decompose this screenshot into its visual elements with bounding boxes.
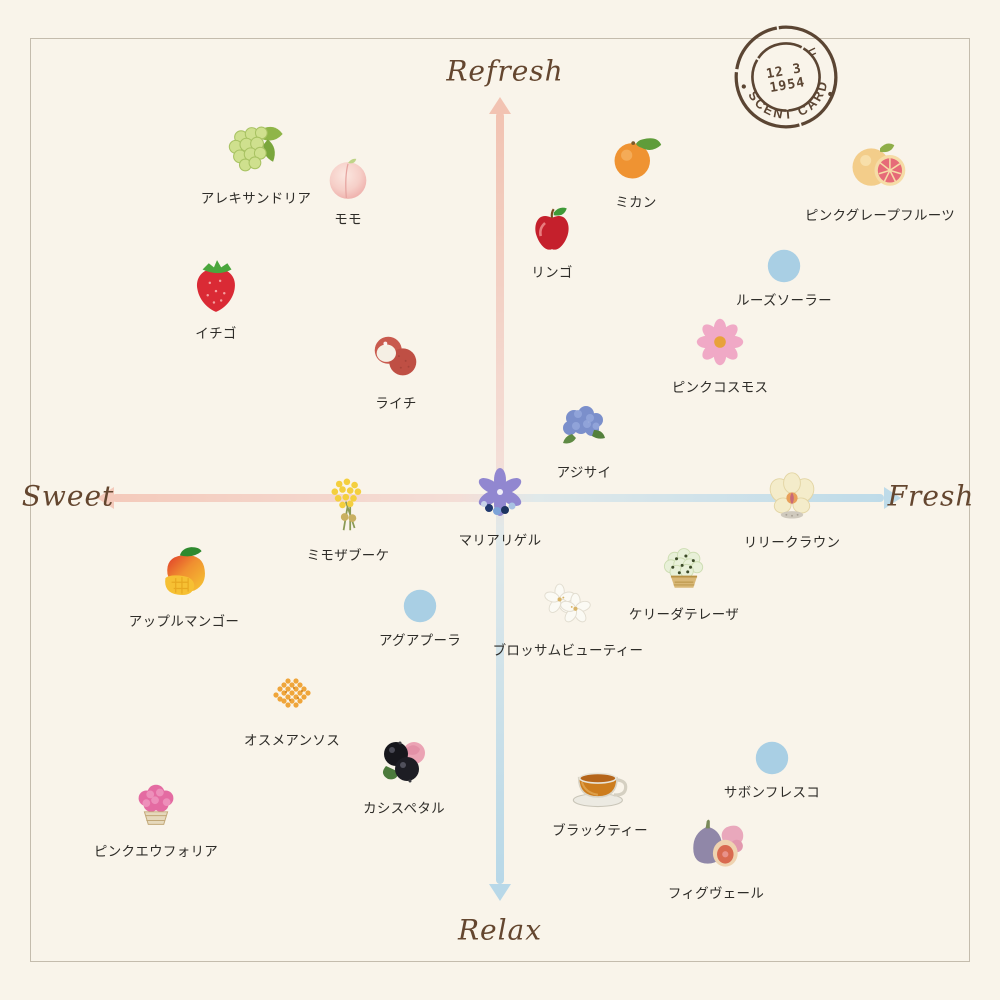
card-frame-border bbox=[30, 38, 970, 962]
scent-point-label: アジサイ bbox=[556, 465, 612, 481]
scent-point-label: ピンクエウフォリア bbox=[93, 844, 219, 860]
strawberry-icon bbox=[185, 255, 247, 317]
pink-grapefruit-icon bbox=[847, 133, 913, 199]
fig-icon bbox=[685, 815, 747, 877]
mimosa-icon bbox=[315, 473, 381, 539]
scent-point-label: フィグヴェール bbox=[667, 886, 765, 902]
postmark-stamp-icon: SCENT CARD 12 3 1954 bbox=[734, 25, 838, 129]
axis-label-relax: Relax bbox=[457, 913, 543, 947]
scent-point-label: ピンクグレープフルーツ bbox=[804, 208, 956, 224]
cosmos-icon bbox=[691, 313, 749, 371]
osmanthus-icon bbox=[262, 664, 322, 724]
sweet-arrow-icon bbox=[97, 487, 114, 509]
axis-label-sweet: Sweet bbox=[21, 479, 115, 513]
scent-point-label: リリークラウン bbox=[743, 535, 841, 551]
scent-point-label: マリアリゲル bbox=[458, 533, 542, 549]
flower-basket-green-icon bbox=[656, 542, 712, 598]
fresh-arrow-icon bbox=[884, 487, 901, 509]
dot-icon bbox=[766, 248, 802, 284]
scent-point-label: ピンクコスモス bbox=[671, 380, 769, 396]
axis-label-refresh: Refresh bbox=[446, 54, 564, 88]
scent-point-label: ブロッサムビューティー bbox=[492, 643, 644, 659]
peach-icon bbox=[323, 153, 373, 203]
dot-icon bbox=[402, 588, 438, 624]
lychee-icon bbox=[367, 329, 425, 387]
black-tea-icon bbox=[568, 750, 632, 814]
scent-point-label: サボンフレスコ bbox=[723, 785, 821, 801]
scent-point-label: リンゴ bbox=[531, 265, 573, 281]
axis-label-fresh: Fresh bbox=[887, 479, 975, 513]
relax-arrow-icon bbox=[489, 884, 511, 901]
orchid-icon bbox=[764, 470, 820, 526]
scent-point-label: モモ bbox=[334, 212, 362, 228]
scent-point-label: ミカン bbox=[615, 195, 657, 211]
scent-point-label: オスメアンソス bbox=[243, 733, 341, 749]
hydrangea-icon bbox=[554, 396, 614, 456]
scent-point-label: ケリーダテレーザ bbox=[628, 607, 740, 623]
muscat-grapes-icon bbox=[224, 118, 288, 182]
scent-point-label: アグアプーラ bbox=[378, 633, 462, 649]
scent-point-label: ライチ bbox=[375, 396, 417, 412]
scent-point-label: ブラックティー bbox=[552, 823, 648, 839]
mango-icon bbox=[153, 543, 215, 605]
scent-point-label: ミモザブーケ bbox=[306, 548, 390, 564]
scent-point-label: ルーズソーラー bbox=[736, 293, 832, 309]
cassis-icon bbox=[374, 732, 434, 792]
apple-icon bbox=[526, 204, 578, 256]
scent-point-label: アップルマンゴー bbox=[128, 614, 240, 630]
refresh-arrow-icon bbox=[489, 97, 511, 114]
scent-point-label: カシスペタル bbox=[363, 801, 445, 817]
pink-flower-basket-icon bbox=[127, 777, 185, 835]
scent-point-label: イチゴ bbox=[195, 326, 237, 342]
mandarin-icon bbox=[608, 130, 664, 186]
stamp-date-day: 12 3 bbox=[765, 61, 803, 82]
bellflower-icon bbox=[470, 464, 530, 524]
dot-icon bbox=[754, 740, 790, 776]
blossom-icon bbox=[540, 578, 596, 634]
scent-point-label: アレキサンドリア bbox=[200, 191, 312, 207]
stamp-date-year: 1954 bbox=[769, 75, 807, 96]
